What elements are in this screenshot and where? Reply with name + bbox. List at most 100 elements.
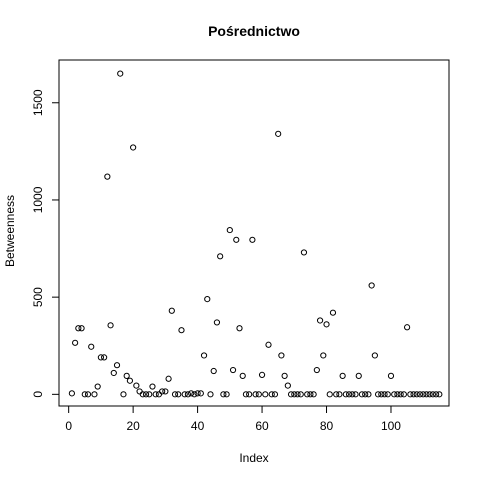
data-point	[265, 341, 272, 348]
data-point	[323, 321, 330, 328]
data-point	[142, 391, 150, 398]
data-point	[175, 391, 182, 398]
data-point	[378, 391, 385, 398]
data-point	[126, 377, 134, 384]
x-tick-label-80: 80	[320, 419, 334, 433]
data-point	[371, 352, 378, 359]
data-point	[149, 383, 156, 390]
data-point	[171, 391, 179, 398]
y-tick-label-500: 500	[31, 287, 45, 307]
data-point	[204, 295, 211, 303]
data-point	[381, 391, 388, 398]
data-point	[159, 388, 166, 395]
data-point	[110, 369, 117, 377]
data-point	[72, 339, 79, 346]
data-point	[420, 391, 427, 398]
data-point	[320, 352, 327, 359]
data-point	[217, 253, 224, 260]
data-point	[284, 382, 291, 389]
data-point	[120, 391, 127, 398]
data-point	[426, 391, 433, 398]
data-point	[94, 383, 101, 390]
data-point	[223, 391, 230, 398]
data-point	[81, 391, 88, 398]
x-tick-label-0: 0	[65, 419, 72, 433]
x-tick-label-100: 100	[381, 419, 401, 433]
y-axis: 0 500 1000 1500	[31, 89, 60, 398]
x-axis-label: Index	[239, 451, 268, 465]
data-point	[436, 391, 443, 398]
data-point	[178, 327, 185, 334]
data-point	[117, 70, 124, 77]
data-point	[194, 390, 201, 397]
data-point	[91, 391, 98, 398]
data-point	[271, 391, 279, 398]
data-point	[313, 366, 320, 374]
x-tick-label-40: 40	[191, 419, 205, 433]
y-axis-label: Betweenness	[3, 195, 17, 267]
data-point	[342, 391, 349, 398]
data-point	[200, 352, 208, 359]
data-point	[410, 391, 417, 398]
data-point	[88, 343, 95, 350]
data-point	[107, 322, 114, 329]
data-point	[400, 391, 407, 398]
data-point	[184, 391, 192, 398]
data-point	[68, 390, 75, 397]
y-tick-label-1500: 1500	[31, 89, 45, 116]
data-point	[220, 391, 227, 398]
data-point	[403, 324, 411, 331]
data-point	[226, 226, 233, 234]
data-point	[197, 390, 204, 397]
data-point	[133, 382, 140, 389]
data-point	[188, 390, 195, 397]
data-point	[139, 391, 146, 398]
data-point	[297, 391, 304, 398]
data-point	[333, 391, 340, 398]
data-point	[101, 354, 108, 361]
data-point	[423, 391, 430, 398]
data-point	[233, 236, 240, 243]
x-axis: 0 20 40 60 80 100	[65, 405, 401, 433]
data-point	[307, 391, 314, 398]
data-point	[258, 371, 266, 378]
data-point	[433, 391, 440, 398]
data-point	[287, 391, 295, 398]
data-point	[349, 391, 356, 398]
data-point	[310, 391, 317, 398]
data-point	[397, 391, 404, 398]
data-point	[429, 391, 436, 398]
x-tick-label-60: 60	[255, 419, 269, 433]
y-tick-label-0: 0	[31, 391, 45, 398]
data-point	[268, 391, 275, 398]
data-point	[97, 354, 105, 361]
chart-title: Pośrednictwo	[208, 23, 300, 39]
data-point	[239, 372, 246, 379]
data-point	[413, 391, 420, 398]
data-point	[374, 391, 382, 398]
data-point	[358, 391, 366, 398]
data-point	[162, 388, 169, 395]
data-point	[229, 366, 237, 374]
data-point	[242, 391, 250, 398]
data-point	[213, 319, 221, 326]
data-point	[339, 372, 346, 379]
data-point	[281, 372, 288, 379]
data-point	[352, 391, 359, 398]
data-point	[391, 391, 398, 398]
data-point	[278, 352, 285, 359]
data-points	[68, 70, 443, 398]
data-point	[407, 391, 414, 398]
data-point	[249, 236, 256, 243]
data-point	[365, 391, 372, 398]
data-point	[294, 391, 301, 398]
data-point	[168, 307, 175, 314]
data-point	[191, 391, 198, 398]
data-point	[113, 362, 121, 369]
data-point	[210, 367, 217, 375]
data-point	[416, 391, 424, 398]
data-point	[300, 249, 308, 256]
data-point	[123, 372, 130, 379]
